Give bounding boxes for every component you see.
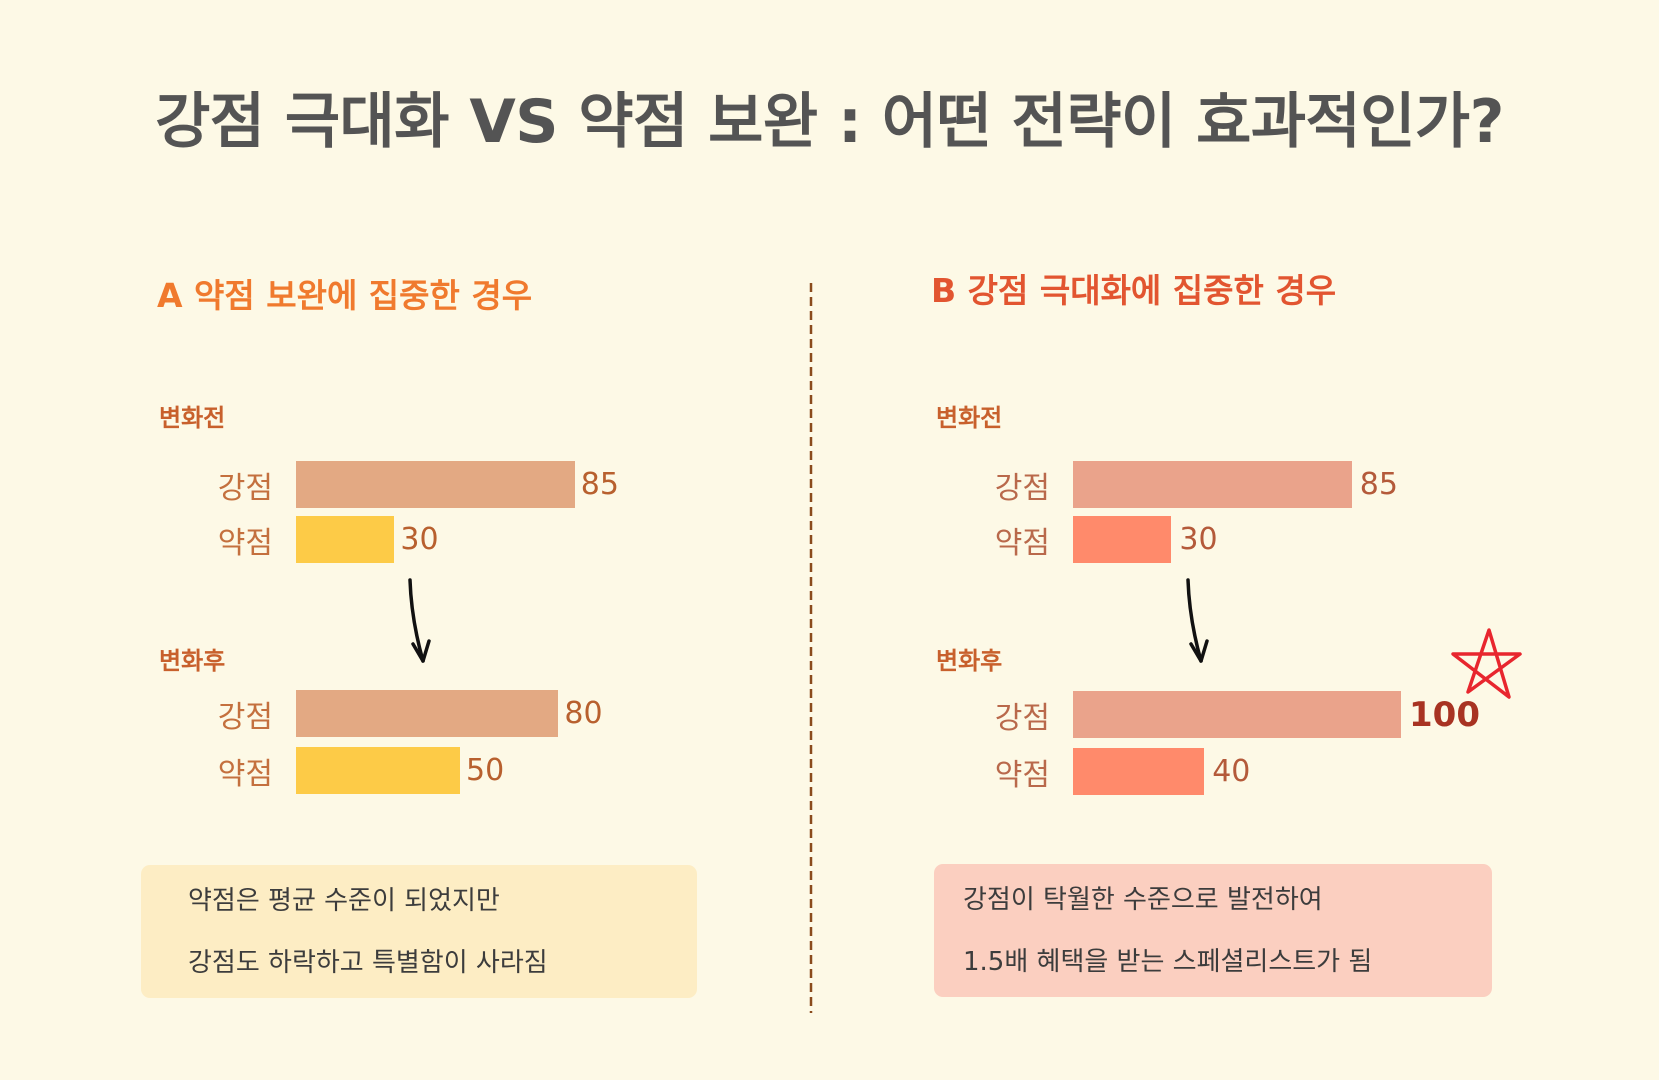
bar-strength-before [1073, 461, 1352, 508]
bar-row-weakness-before: 약점 30 [190, 516, 439, 563]
value-label: 85 [580, 467, 619, 502]
note-line: 약점은 평균 수준이 되었지만 [188, 886, 500, 916]
category-label-strength: 강점 [217, 699, 273, 735]
value-label: 80 [564, 696, 603, 731]
bar-weakness-after [1073, 748, 1205, 795]
bar-row-weakness-before: 약점 30 [967, 516, 1218, 563]
category-label-weakness: 약점 [217, 525, 273, 561]
bar-row-strength-after: 강점 100 [967, 691, 1480, 738]
bar-strength-after [296, 690, 559, 737]
page-title: 강점 극대화 VS 약점 보완 : 어떤 전략이 효과적인가? [155, 87, 1504, 157]
value-label-highlight: 100 [1409, 694, 1480, 735]
arrow-down-icon [1186, 578, 1209, 663]
panel-a-title: A 약점 보완에 집중한 경우 [157, 276, 533, 315]
bar-weakness-after [296, 747, 460, 794]
category-label-weakness: 약점 [217, 756, 273, 792]
panel-b-title: B 강점 극대화에 집중한 경우 [931, 271, 1337, 310]
bar-strength-after [1073, 691, 1401, 738]
bar-row-weakness-after: 약점 50 [190, 747, 504, 794]
value-label: 85 [1359, 467, 1398, 502]
bar-row-strength-before: 강점 85 [967, 461, 1398, 508]
note-line: 강점도 하락하고 특별함이 사라짐 [188, 948, 548, 978]
bar-strength-before [296, 461, 575, 508]
arrow-down-icon [408, 578, 431, 663]
bar-weakness-before [1073, 516, 1172, 563]
bar-row-strength-after: 강점 80 [190, 690, 603, 737]
bar-row-strength-before: 강점 85 [190, 461, 619, 508]
phase-label-after: 변화후 [159, 647, 226, 675]
phase-label-after: 변화후 [936, 647, 1003, 675]
value-label: 50 [466, 753, 505, 788]
phase-label-before: 변화전 [936, 404, 1003, 432]
category-label-strength: 강점 [994, 470, 1050, 506]
note-line: 강점이 탁월한 수준으로 발전하여 [963, 885, 1323, 915]
phase-label-before: 변화전 [159, 404, 226, 432]
category-label-strength: 강점 [994, 700, 1050, 736]
bar-row-weakness-after: 약점 40 [967, 748, 1250, 795]
category-label-weakness: 약점 [994, 525, 1050, 561]
star-icon [1451, 628, 1522, 699]
value-label: 30 [1179, 522, 1218, 557]
dashed-divider [809, 283, 813, 1013]
bar-weakness-before [296, 516, 395, 563]
note-line: 1.5배 혜택을 받는 스페셜리스트가 됨 [963, 947, 1373, 977]
summary-note-b: 강점이 탁월한 수준으로 발전하여 1.5배 혜택을 받는 스페셜리스트가 됨 [934, 864, 1492, 997]
value-label: 40 [1212, 754, 1251, 789]
value-label: 30 [400, 522, 439, 557]
category-label-weakness: 약점 [994, 757, 1050, 793]
summary-note-a: 약점은 평균 수준이 되었지만 강점도 하락하고 특별함이 사라짐 [141, 865, 697, 998]
category-label-strength: 강점 [217, 470, 273, 506]
